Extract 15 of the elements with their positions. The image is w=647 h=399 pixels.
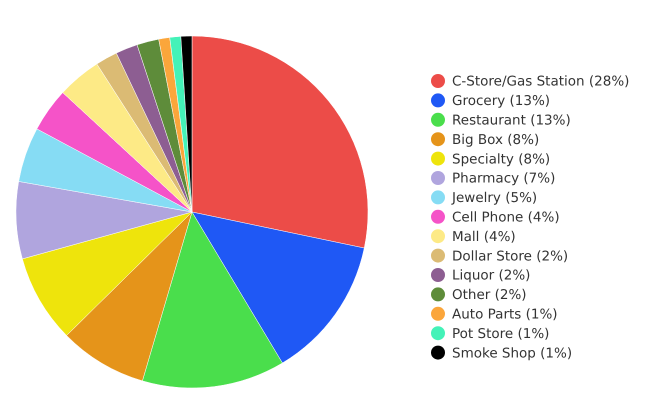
legend-label: Pharmacy (7%): [452, 170, 556, 187]
legend-label: Mall (4%): [452, 228, 516, 245]
legend-label: Pot Store (1%): [452, 326, 550, 342]
legend-label: Cell Phone (4%): [452, 210, 560, 226]
legend-label: Dollar Store (2%): [452, 248, 568, 264]
legend-label: C-Store/Gas Station (28%): [452, 74, 630, 90]
legend-label: Grocery (13%): [452, 93, 550, 110]
legend-label: Smoke Shop (1%): [452, 345, 572, 362]
legend-label: Other (2%): [452, 287, 527, 304]
legend-label: Big Box (8%): [452, 132, 540, 148]
legend-label: Restaurant (13%): [452, 112, 571, 129]
legend-label: Jewelry (5%): [451, 190, 538, 206]
legend-label: Liquor (2%): [452, 268, 530, 284]
legend-label: Specialty (8%): [452, 151, 550, 168]
legend-label: Auto Parts (1%): [452, 306, 558, 323]
